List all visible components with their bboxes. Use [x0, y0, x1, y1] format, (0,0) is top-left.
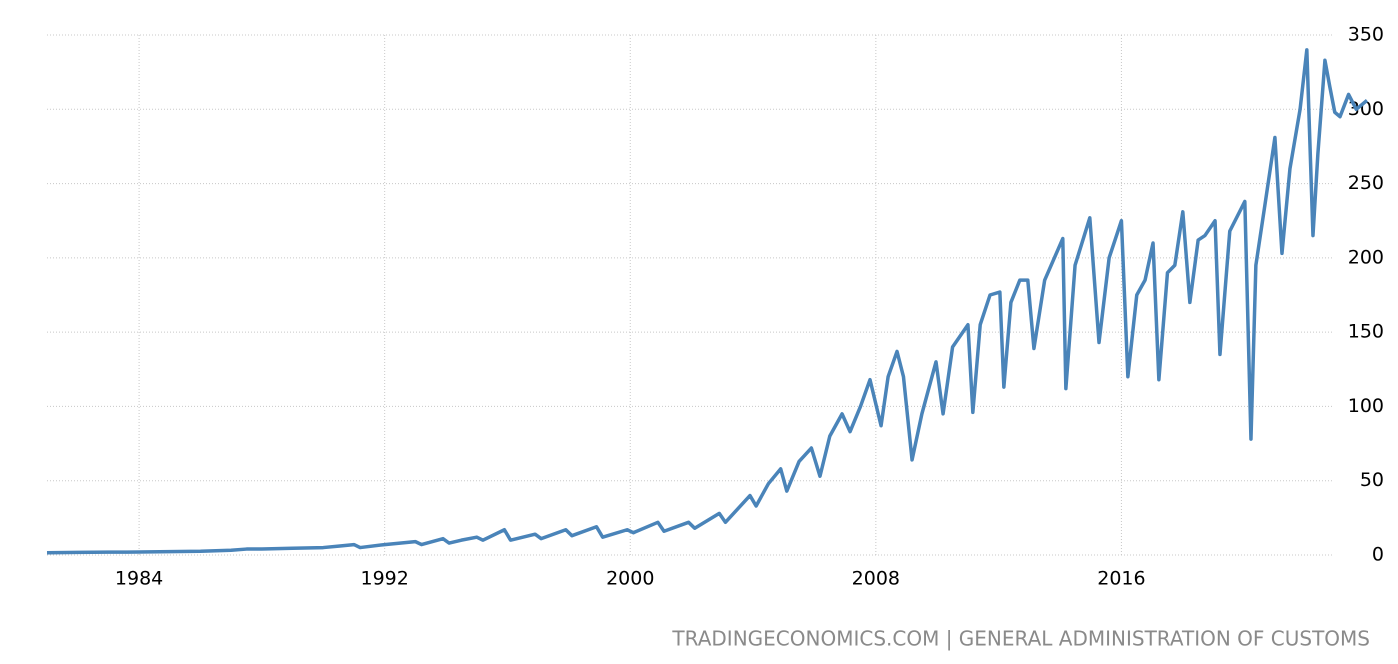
- y-tick-label: 300: [1348, 98, 1384, 120]
- x-tick-label: 2016: [1097, 568, 1145, 590]
- x-tick-label: 2008: [852, 568, 900, 590]
- x-tick-label: 1984: [115, 568, 163, 590]
- y-tick-label: 350: [1348, 24, 1384, 46]
- source: TRADINGECONOMICS.COM | GENERAL ADMINISTR…: [671, 627, 1370, 651]
- x-tick-label: 2000: [606, 568, 654, 590]
- y-tick-label: 200: [1348, 246, 1384, 268]
- y-tick-label: 250: [1348, 172, 1384, 194]
- y-tick-label: 0: [1372, 544, 1384, 566]
- y-tick-label: 150: [1348, 321, 1384, 343]
- x-tick-label: 1992: [360, 568, 408, 590]
- y-tick-label: 100: [1348, 395, 1384, 417]
- data-line: [46, 48, 1369, 555]
- y-tick-label: 50: [1360, 469, 1384, 491]
